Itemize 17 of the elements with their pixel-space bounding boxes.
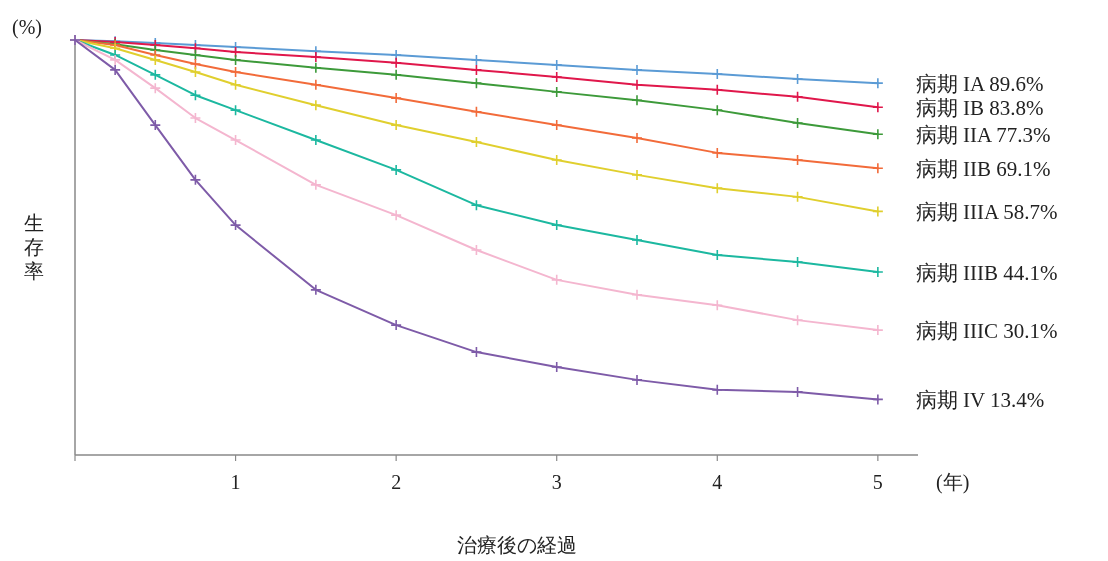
- annotation: 病期 IIIA 58.7%: [915, 200, 1058, 225]
- annotation: 病期 IIIC 30.1%: [915, 319, 1058, 344]
- x-tick-label: 1: [230, 471, 241, 493]
- annotation: 病期 IIA 77.3%: [915, 123, 1051, 148]
- annotation: 病期 IA 89.6%: [915, 72, 1044, 97]
- text: (%): [12, 16, 42, 39]
- x-tick-label: 3: [551, 471, 562, 493]
- x-tick-label: 2: [391, 471, 402, 493]
- x-tick-label: 4: [712, 471, 723, 493]
- text: (年): [936, 471, 970, 494]
- x-tick-label: 5: [872, 471, 883, 493]
- annotation: 病期 IIB 69.1%: [915, 157, 1051, 182]
- annotation: 病期 IV 13.4%: [915, 388, 1045, 413]
- annotation: 病期 IIIB 44.1%: [915, 260, 1058, 285]
- annotation: 病期 IB 83.8%: [915, 96, 1044, 121]
- ylabel: 生存率: [24, 212, 44, 282]
- x-axis-title: 治療後の経過: [456, 534, 577, 556]
